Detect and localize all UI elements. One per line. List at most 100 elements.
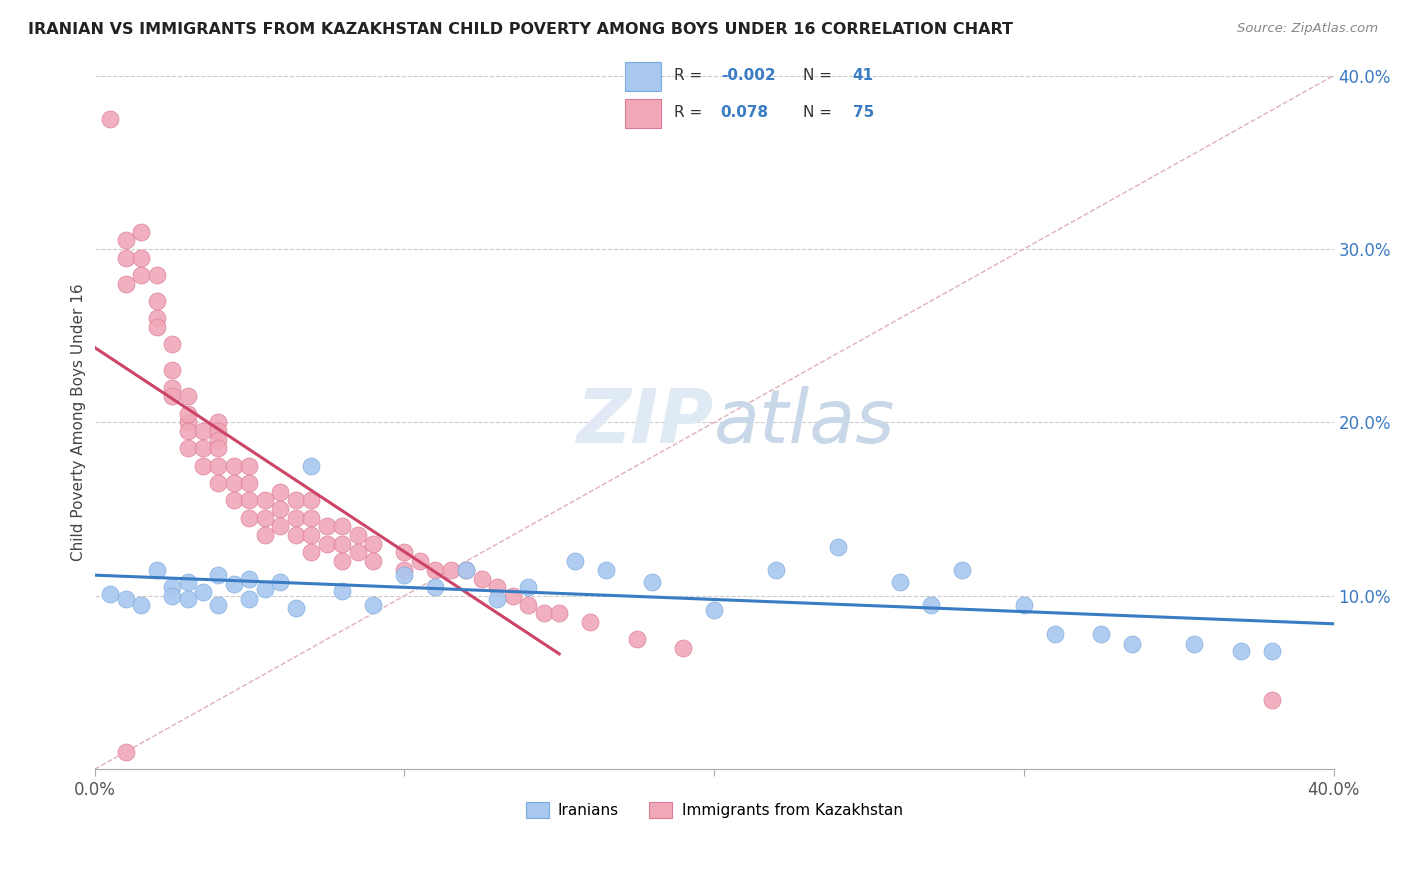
Point	[486, 592, 509, 607]
Point	[533, 606, 555, 620]
Point	[1012, 598, 1035, 612]
Point	[176, 407, 198, 421]
Point	[207, 568, 229, 582]
Point	[160, 389, 183, 403]
Point	[456, 563, 478, 577]
Point	[207, 598, 229, 612]
Point	[238, 493, 260, 508]
Point	[703, 603, 725, 617]
Point	[176, 416, 198, 430]
Point	[456, 563, 478, 577]
Point	[672, 640, 695, 655]
Text: N =: N =	[803, 68, 837, 83]
Point	[765, 563, 787, 577]
Point	[176, 389, 198, 403]
Point	[129, 251, 152, 265]
Point	[299, 493, 322, 508]
Point	[222, 476, 245, 491]
Point	[284, 511, 307, 525]
Point	[145, 320, 167, 334]
Point	[440, 563, 463, 577]
Point	[191, 585, 214, 599]
Point	[207, 433, 229, 447]
Point	[129, 598, 152, 612]
Point	[253, 582, 276, 596]
Point	[160, 589, 183, 603]
Point	[222, 458, 245, 473]
Point	[363, 598, 385, 612]
Point	[517, 580, 540, 594]
Point	[347, 528, 370, 542]
Point	[626, 632, 648, 647]
Point	[238, 592, 260, 607]
Point	[284, 493, 307, 508]
Point	[517, 598, 540, 612]
Point	[160, 337, 183, 351]
Legend: Iranians, Immigrants from Kazakhstan: Iranians, Immigrants from Kazakhstan	[520, 796, 908, 824]
Point	[299, 458, 322, 473]
Point	[160, 580, 183, 594]
Point	[114, 745, 136, 759]
Point	[394, 568, 416, 582]
Y-axis label: Child Poverty Among Boys Under 16: Child Poverty Among Boys Under 16	[72, 284, 86, 561]
Bar	[624, 62, 661, 91]
Point	[284, 528, 307, 542]
Point	[129, 225, 152, 239]
Point	[1260, 693, 1282, 707]
Point	[1229, 644, 1251, 658]
Text: R =: R =	[675, 68, 707, 83]
Point	[253, 511, 276, 525]
Text: N =: N =	[803, 105, 837, 120]
Point	[347, 545, 370, 559]
Text: 41: 41	[853, 68, 875, 83]
Text: 0.078: 0.078	[721, 105, 769, 120]
Point	[394, 545, 416, 559]
Point	[564, 554, 586, 568]
Point	[207, 442, 229, 456]
Point	[299, 528, 322, 542]
Point	[98, 112, 121, 126]
Point	[176, 442, 198, 456]
Point	[129, 268, 152, 282]
Text: IRANIAN VS IMMIGRANTS FROM KAZAKHSTAN CHILD POVERTY AMONG BOYS UNDER 16 CORRELAT: IRANIAN VS IMMIGRANTS FROM KAZAKHSTAN CH…	[28, 22, 1014, 37]
Point	[316, 519, 339, 533]
Text: ZIP: ZIP	[576, 386, 714, 458]
Point	[950, 563, 973, 577]
Point	[207, 424, 229, 438]
Point	[145, 268, 167, 282]
Point	[145, 311, 167, 326]
Point	[207, 476, 229, 491]
Text: atlas: atlas	[714, 386, 896, 458]
Point	[176, 424, 198, 438]
Point	[1182, 637, 1205, 651]
Point	[253, 493, 276, 508]
Text: Source: ZipAtlas.com: Source: ZipAtlas.com	[1237, 22, 1378, 36]
Point	[253, 528, 276, 542]
Point	[502, 589, 524, 603]
Point	[486, 580, 509, 594]
Text: -0.002: -0.002	[721, 68, 775, 83]
Point	[920, 598, 942, 612]
Point	[332, 537, 354, 551]
Point	[425, 580, 447, 594]
Point	[176, 574, 198, 589]
Point	[269, 574, 291, 589]
Point	[1090, 627, 1112, 641]
Point	[160, 363, 183, 377]
Point	[827, 541, 849, 555]
Point	[191, 424, 214, 438]
Bar	[624, 99, 661, 128]
Point	[425, 563, 447, 577]
Point	[332, 519, 354, 533]
Point	[191, 442, 214, 456]
Point	[207, 458, 229, 473]
Point	[1121, 637, 1143, 651]
Point	[160, 381, 183, 395]
Point	[299, 511, 322, 525]
Point	[269, 484, 291, 499]
Point	[222, 493, 245, 508]
Point	[284, 601, 307, 615]
Point	[238, 572, 260, 586]
Point	[269, 519, 291, 533]
Point	[238, 476, 260, 491]
